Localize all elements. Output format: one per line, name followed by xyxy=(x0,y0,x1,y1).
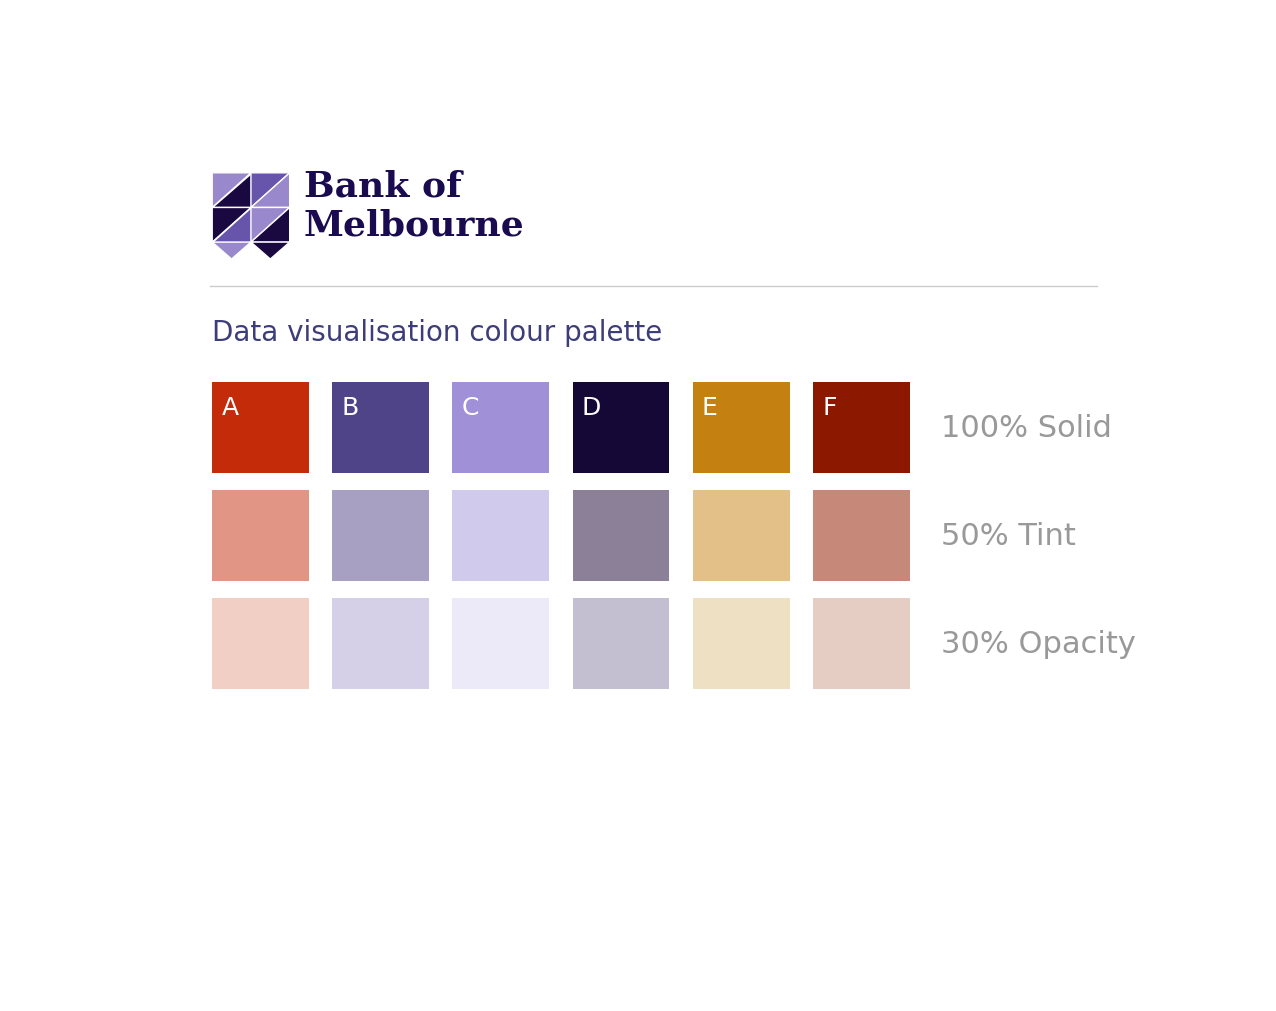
FancyBboxPatch shape xyxy=(573,599,670,690)
Text: 100% Solid: 100% Solid xyxy=(940,413,1111,443)
FancyBboxPatch shape xyxy=(573,490,670,581)
Text: D: D xyxy=(582,395,601,420)
FancyBboxPatch shape xyxy=(813,599,910,690)
FancyBboxPatch shape xyxy=(693,490,790,581)
Polygon shape xyxy=(251,208,290,243)
FancyBboxPatch shape xyxy=(813,383,910,473)
FancyBboxPatch shape xyxy=(332,599,429,690)
Polygon shape xyxy=(212,174,251,208)
FancyBboxPatch shape xyxy=(453,490,550,581)
Polygon shape xyxy=(251,174,290,208)
Polygon shape xyxy=(212,174,251,208)
FancyBboxPatch shape xyxy=(332,490,429,581)
Polygon shape xyxy=(212,208,251,243)
FancyBboxPatch shape xyxy=(813,490,910,581)
Text: Data visualisation colour palette: Data visualisation colour palette xyxy=(212,318,662,347)
FancyBboxPatch shape xyxy=(693,599,790,690)
Polygon shape xyxy=(212,208,251,243)
FancyBboxPatch shape xyxy=(332,383,429,473)
FancyBboxPatch shape xyxy=(453,383,550,473)
Text: 30% Opacity: 30% Opacity xyxy=(940,629,1136,658)
Text: F: F xyxy=(822,395,837,420)
Polygon shape xyxy=(212,174,251,208)
Polygon shape xyxy=(251,243,290,260)
Text: C: C xyxy=(462,395,478,420)
Text: E: E xyxy=(702,395,718,420)
FancyBboxPatch shape xyxy=(453,599,550,690)
Polygon shape xyxy=(212,243,251,260)
Polygon shape xyxy=(251,174,290,208)
Polygon shape xyxy=(251,208,290,243)
FancyBboxPatch shape xyxy=(212,383,309,473)
Text: Bank of
Melbourne: Bank of Melbourne xyxy=(304,169,524,243)
Polygon shape xyxy=(212,174,251,208)
FancyBboxPatch shape xyxy=(212,490,309,581)
Text: 50% Tint: 50% Tint xyxy=(940,522,1076,550)
FancyBboxPatch shape xyxy=(693,383,790,473)
FancyBboxPatch shape xyxy=(573,383,670,473)
Text: B: B xyxy=(342,395,359,420)
FancyBboxPatch shape xyxy=(212,599,309,690)
Text: A: A xyxy=(222,395,239,420)
